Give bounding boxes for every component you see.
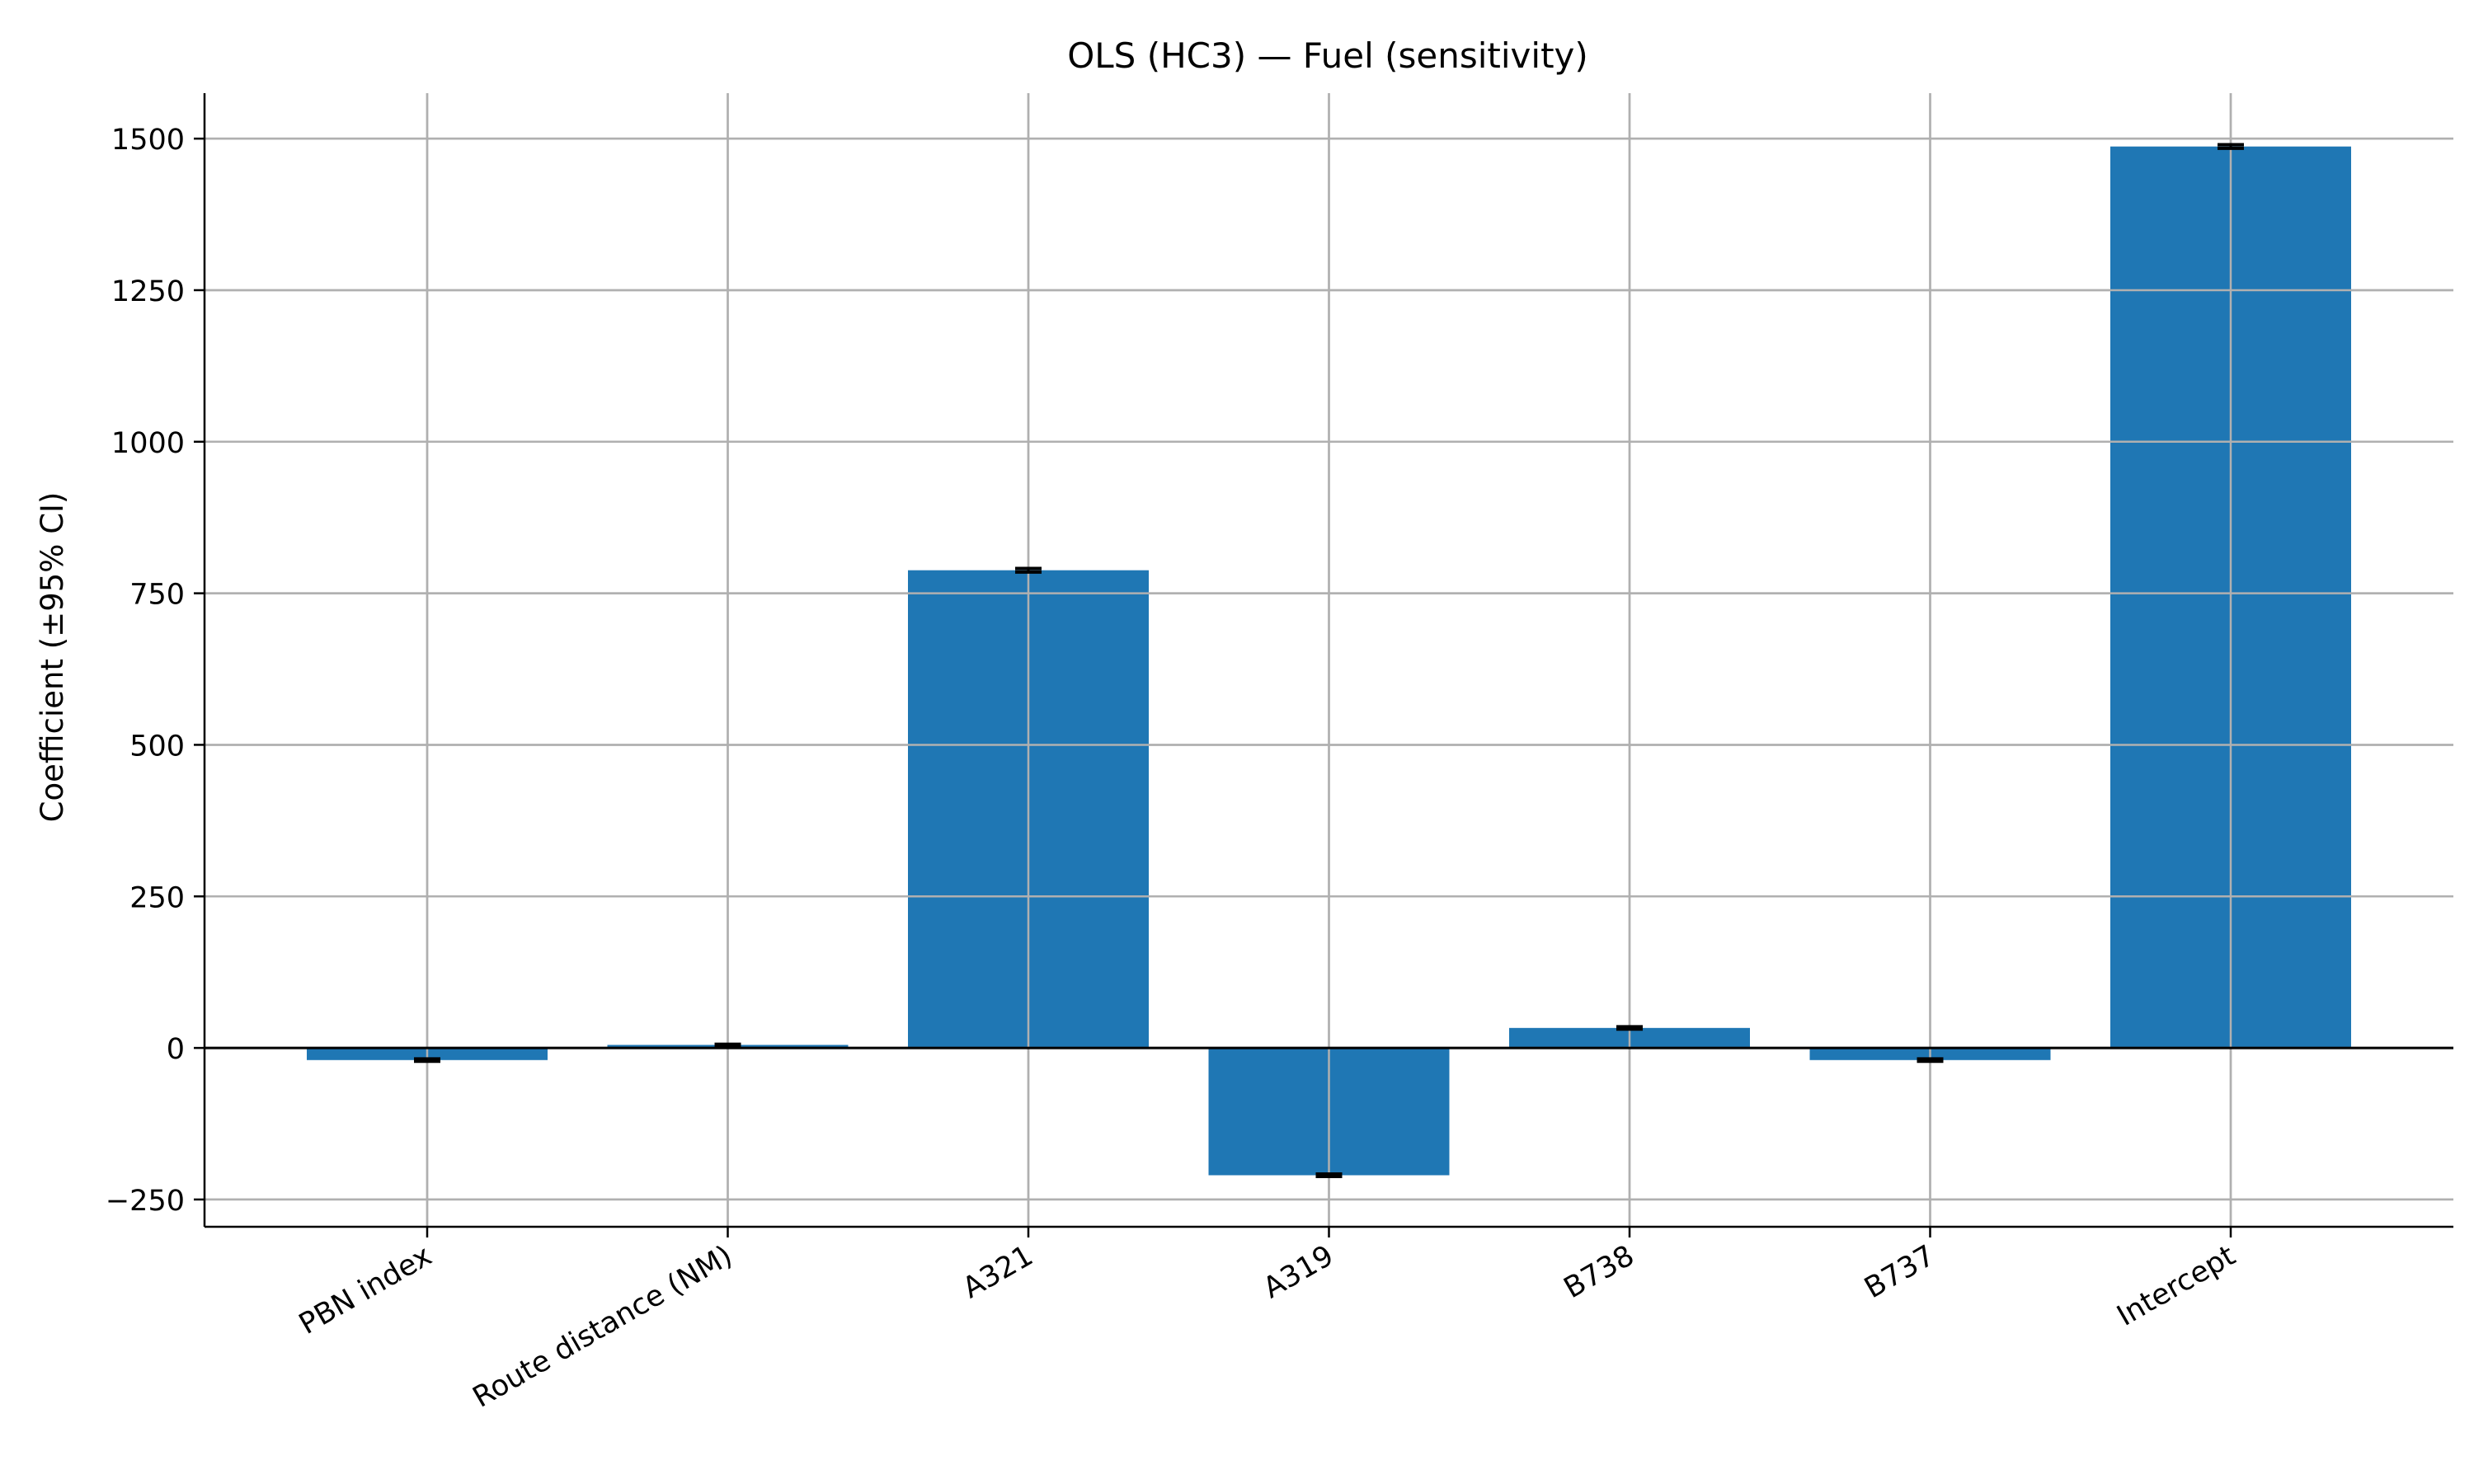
x-tick-label: B738 xyxy=(1559,1239,1640,1305)
errorbar-layer xyxy=(205,93,2453,1227)
y-tick-label: 1000 xyxy=(111,427,185,460)
y-tick-label: 1250 xyxy=(111,275,185,308)
x-tick-label: Intercept xyxy=(2112,1239,2241,1333)
x-tick-label: A319 xyxy=(1258,1239,1339,1305)
y-tick-label: −250 xyxy=(106,1185,185,1218)
y-tick-label: 250 xyxy=(129,881,185,914)
chart-title: OLS (HC3) — Fuel (sensitivity) xyxy=(1067,35,1588,76)
axis-layer xyxy=(194,93,2453,1237)
x-tick-label: PBN index xyxy=(294,1239,437,1341)
tick-label-layer: −250 0 250 500 750 1000 1250 1500 PBN index Route… xyxy=(106,124,2241,1415)
y-tick-label: 0 xyxy=(167,1033,185,1066)
y-axis-label: Coefficient (±95% CI) xyxy=(35,492,70,823)
x-tick-label: B737 xyxy=(1859,1239,1940,1305)
x-tick-label: A321 xyxy=(957,1239,1039,1305)
y-tick-label: 500 xyxy=(129,730,185,763)
x-tick-label: Route distance (NM) xyxy=(468,1239,738,1415)
y-tick-label: 1500 xyxy=(111,124,185,157)
y-tick-label: 750 xyxy=(129,579,185,612)
